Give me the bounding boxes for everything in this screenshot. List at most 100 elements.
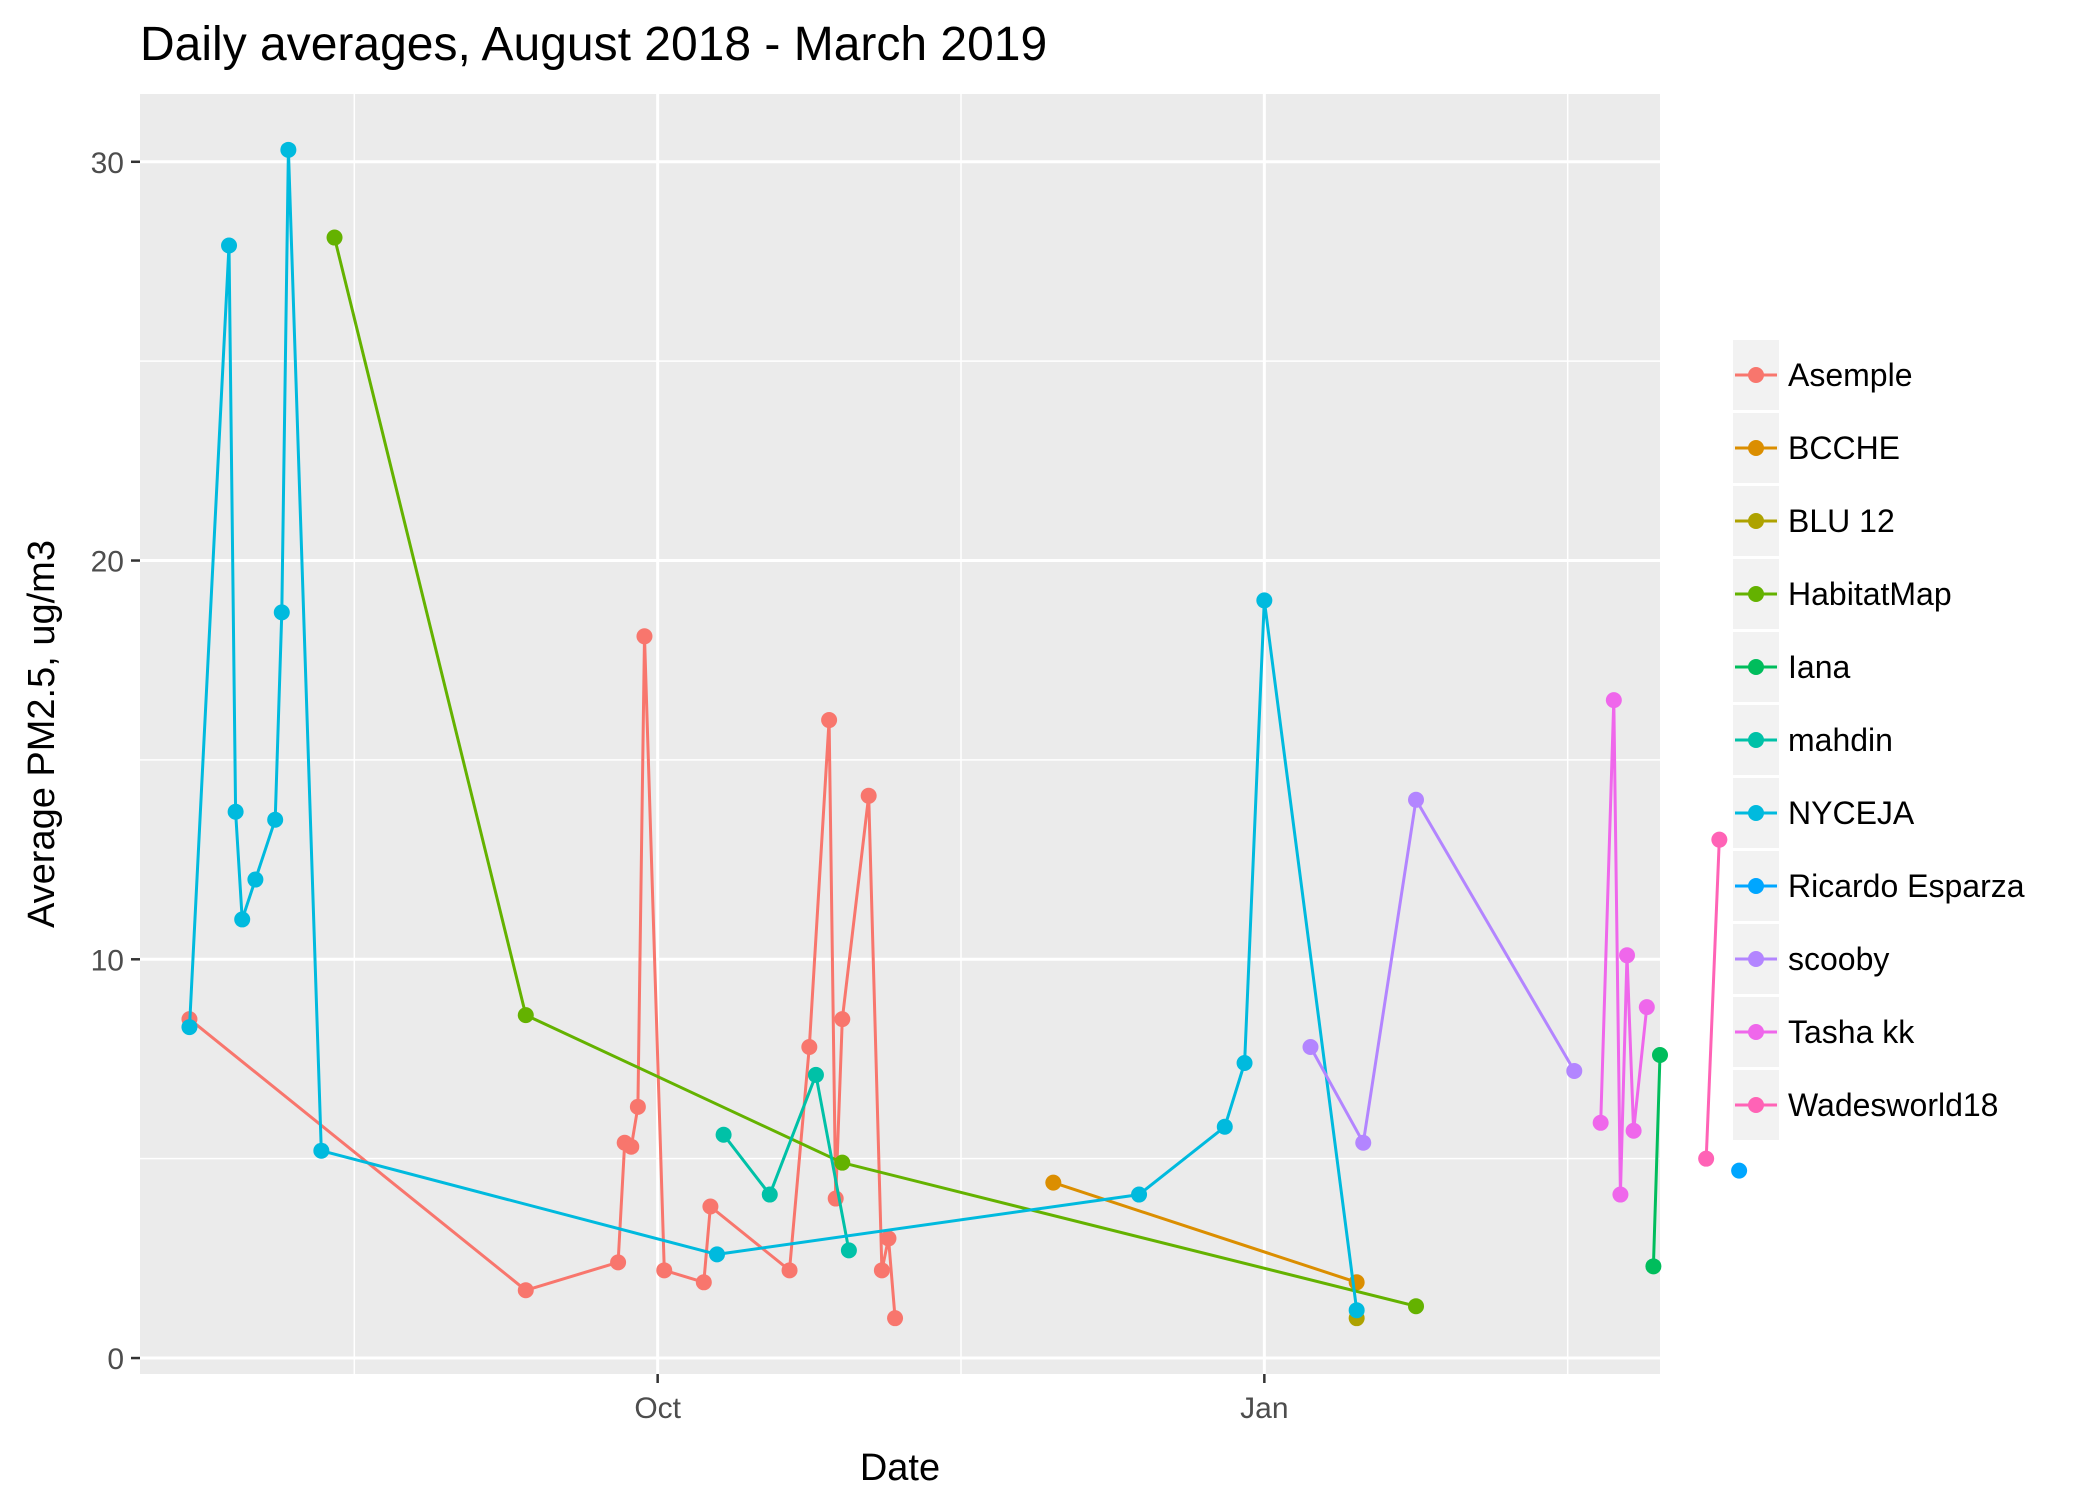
data-point	[227, 803, 244, 820]
data-point	[1605, 692, 1622, 709]
data-point	[1645, 1258, 1662, 1275]
data-point	[860, 787, 877, 804]
data-point	[781, 1262, 798, 1279]
data-point	[1408, 791, 1425, 808]
data-point	[1302, 1039, 1319, 1056]
legend-item: BLU 12	[1733, 486, 1895, 556]
plot-panel	[140, 94, 1660, 1374]
data-point	[1592, 1114, 1609, 1131]
data-point	[1612, 1186, 1629, 1203]
data-point	[656, 1262, 673, 1279]
legend-key-point	[1748, 1024, 1764, 1040]
y-tick-label: 10	[91, 944, 124, 977]
legend-label: mahdin	[1788, 722, 1893, 758]
data-point	[702, 1198, 719, 1215]
data-point	[273, 604, 290, 621]
series-tasha-kk	[1592, 692, 1655, 1203]
legend-key-point	[1748, 440, 1764, 456]
data-point	[517, 1282, 534, 1299]
legend-item: Tasha kk	[1733, 997, 1915, 1067]
series-scooby	[1302, 791, 1583, 1151]
legend-key-point	[1748, 732, 1764, 748]
data-point	[1408, 1298, 1425, 1315]
legend-label: Iana	[1788, 649, 1850, 685]
legend-key-point	[1748, 513, 1764, 529]
legend-item: Ricardo Esparza	[1733, 851, 2025, 921]
data-point	[807, 1066, 824, 1083]
data-point	[1256, 592, 1273, 609]
series-line	[1651, 1054, 1662, 1267]
data-point	[1216, 1118, 1233, 1135]
series-nyceja	[181, 141, 1365, 1319]
data-point	[761, 1186, 778, 1203]
series-ricardo-esparza	[1731, 1162, 1748, 1179]
data-point	[821, 712, 838, 729]
data-point	[1045, 1174, 1062, 1191]
x-tick-label: Oct	[634, 1392, 681, 1425]
series-habitatmap	[326, 229, 1425, 1315]
data-point	[715, 1126, 732, 1143]
data-point	[517, 1007, 534, 1024]
legend-label: HabitatMap	[1788, 576, 1952, 612]
legend-key-point	[1748, 878, 1764, 894]
legend-label: NYCEJA	[1788, 795, 1915, 831]
legend-label: BLU 12	[1788, 503, 1895, 539]
data-point	[1731, 1162, 1748, 1179]
data-point	[1236, 1054, 1253, 1071]
data-point	[280, 141, 297, 158]
legend-label: Asemple	[1788, 357, 1913, 393]
data-point	[267, 811, 284, 828]
series-line	[1599, 698, 1649, 1197]
data-point	[1566, 1062, 1583, 1079]
data-point	[873, 1262, 890, 1279]
data-point	[247, 871, 264, 888]
legend-label: BCCHE	[1788, 430, 1900, 466]
legend-item: HabitatMap	[1733, 559, 1952, 629]
series-line	[1309, 798, 1576, 1145]
axis-layer: 0 10 20 30 Oct Jan	[91, 147, 1289, 1425]
series-line	[722, 1073, 851, 1251]
chart-title: Daily averages, August 2018 - March 2019	[140, 18, 1047, 71]
legend-item: Asemple	[1733, 340, 1913, 410]
y-axis-title: Average PM2.5, ug/m3	[21, 540, 63, 928]
data-point	[801, 1039, 818, 1056]
x-tick-label: Jan	[1240, 1392, 1288, 1425]
series-layer	[181, 141, 1748, 1327]
y-tick-label: 30	[91, 147, 124, 180]
data-point	[695, 1274, 712, 1291]
data-point	[1638, 999, 1655, 1016]
data-point	[234, 911, 251, 928]
y-tick-label: 20	[91, 546, 124, 579]
legend: Asemple BCCHE BLU 12 HabitatMap Iana mahdin NY…	[1733, 340, 2025, 1140]
data-point	[623, 1138, 640, 1155]
legend-key-point	[1748, 951, 1764, 967]
data-point	[221, 237, 238, 254]
data-point	[709, 1246, 726, 1263]
data-point	[880, 1230, 897, 1247]
legend-item: BCCHE	[1733, 413, 1900, 483]
data-point	[887, 1310, 904, 1327]
x-axis-title: Date	[860, 1447, 940, 1489]
legend-key-point	[1748, 367, 1764, 383]
data-point	[636, 628, 653, 645]
legend-label: Ricardo Esparza	[1788, 868, 2025, 904]
data-point	[1131, 1186, 1148, 1203]
legend-item: Iana	[1733, 632, 1850, 702]
series-wadesworld18	[1698, 831, 1728, 1167]
data-point	[1711, 831, 1728, 848]
data-point	[834, 1011, 851, 1028]
data-point	[1698, 1150, 1715, 1167]
grid-major	[140, 94, 1660, 1374]
legend-label: Tasha kk	[1788, 1014, 1915, 1050]
legend-label: scooby	[1788, 941, 1889, 977]
grid-minor	[140, 94, 1660, 1374]
data-point	[1348, 1302, 1365, 1319]
legend-item: NYCEJA	[1733, 778, 1915, 848]
series-mahdin	[715, 1066, 857, 1259]
data-point	[834, 1154, 851, 1171]
legend-label: Wadesworld18	[1788, 1087, 1998, 1123]
data-point	[610, 1254, 627, 1271]
series-iana	[1645, 1046, 1668, 1275]
data-point	[1619, 947, 1636, 964]
